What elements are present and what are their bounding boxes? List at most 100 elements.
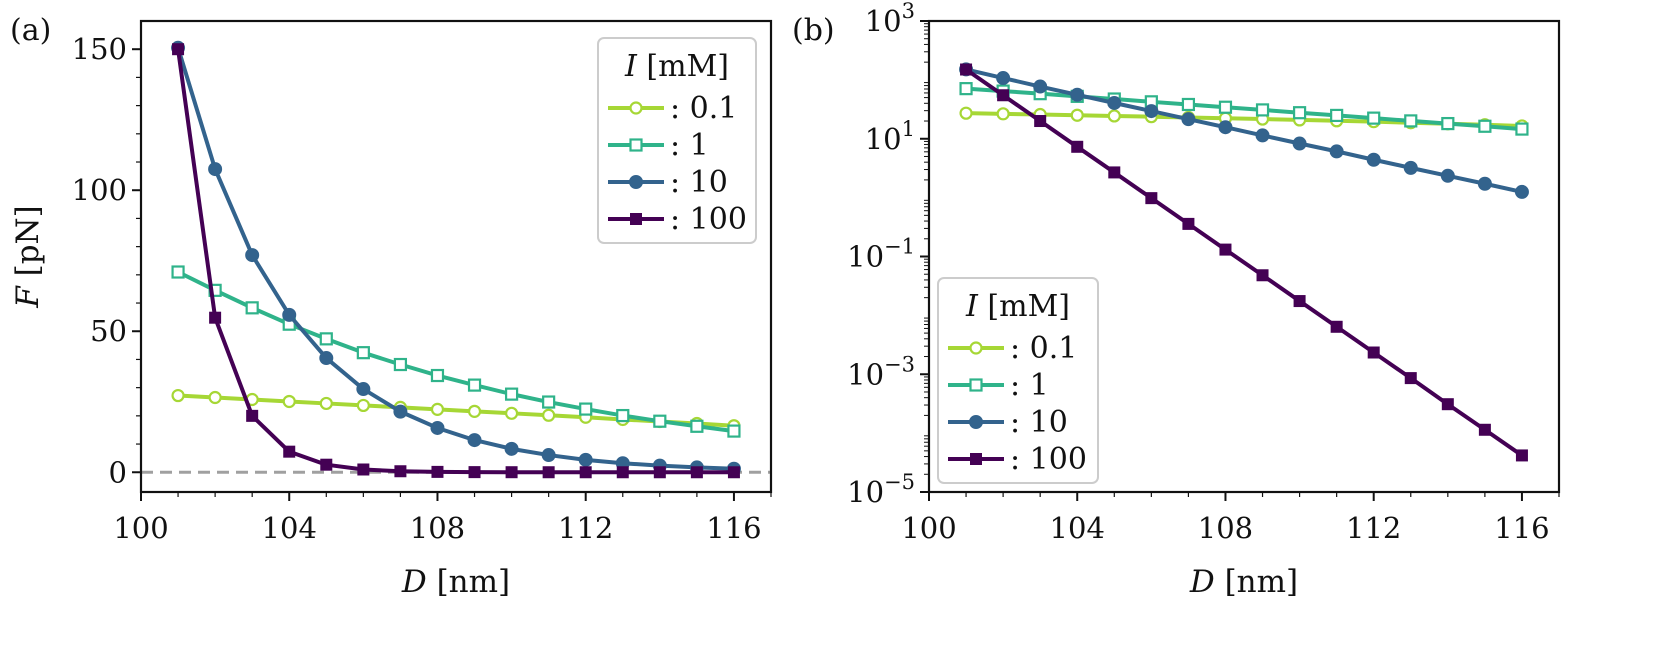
x-tick-label: 116 <box>1494 511 1549 545</box>
data-point <box>319 396 333 411</box>
data-point <box>653 414 667 428</box>
data-point <box>282 394 296 409</box>
data-point <box>1145 192 1158 205</box>
data-point <box>171 265 185 279</box>
legend-swatch-marker <box>969 415 983 429</box>
data-point <box>208 162 223 177</box>
data-point <box>1366 152 1381 167</box>
data-point <box>1367 346 1380 359</box>
legend-label: : 100 <box>1010 442 1087 477</box>
series-line <box>176 45 736 471</box>
data-point <box>1181 97 1196 112</box>
data-point <box>357 463 370 476</box>
data-point <box>1182 217 1195 230</box>
legend: I [mM]: 0.1: 1: 10: 100 <box>597 37 757 244</box>
data-point <box>1514 184 1529 199</box>
data-point <box>1181 112 1196 127</box>
data-point <box>430 368 445 383</box>
data-point <box>1070 108 1084 122</box>
legend-item: : 1 <box>608 128 709 163</box>
data-point <box>542 395 556 409</box>
legend-box <box>937 277 1099 484</box>
data-point <box>578 452 593 467</box>
data-point <box>1441 116 1455 131</box>
data-point <box>542 466 555 479</box>
legend-item: : 10 <box>948 405 1068 440</box>
data-point <box>1070 87 1085 102</box>
data-point <box>1034 115 1047 128</box>
data-point <box>504 406 519 420</box>
data-point <box>319 351 334 366</box>
data-point <box>468 466 481 479</box>
legend-item: : 0.1 <box>608 91 737 126</box>
x-tick-label: 108 <box>410 511 465 545</box>
data-point <box>356 346 370 360</box>
legend-label: : 0.1 <box>1010 331 1077 366</box>
legend-swatch-marker <box>969 378 983 392</box>
data-point <box>997 89 1010 102</box>
data-point <box>282 307 297 322</box>
data-point <box>727 466 740 479</box>
legend-swatch-marker <box>629 138 643 152</box>
data-point <box>245 301 259 315</box>
data-point <box>1440 168 1455 183</box>
data-point <box>1477 176 1492 191</box>
data-point <box>1218 100 1233 114</box>
series-line <box>964 67 1524 458</box>
legend-label: : 10 <box>670 165 728 200</box>
legend-item: : 10 <box>608 165 728 200</box>
data-point <box>1330 320 1343 333</box>
x-tick-label: 100 <box>113 511 168 545</box>
series-3 <box>959 62 1529 199</box>
legend-label: : 0.1 <box>670 91 737 126</box>
panel-b: 100 104 108 112 116 10−5 10−3 10−1 101 103 D [nm] (… <box>792 0 1561 600</box>
series-line <box>964 86 1524 132</box>
data-point <box>959 82 973 96</box>
data-point <box>467 378 482 392</box>
data-point <box>1107 109 1121 123</box>
data-point <box>504 387 519 401</box>
x-tick-label: 104 <box>262 511 317 545</box>
data-point <box>996 71 1011 86</box>
x-tick-label: 116 <box>706 511 761 545</box>
data-point <box>579 466 592 479</box>
data-point <box>1330 108 1344 123</box>
data-point <box>245 248 260 263</box>
x-tick-label: 112 <box>1346 511 1401 545</box>
legend-swatch-marker <box>630 213 642 225</box>
legend: I [mM]: 0.1: 1: 10: 100 <box>937 277 1099 484</box>
data-point <box>1071 140 1084 153</box>
data-point <box>1329 144 1344 159</box>
data-point <box>1219 243 1232 256</box>
data-point <box>172 43 185 56</box>
data-point <box>1218 120 1233 135</box>
data-point <box>1404 372 1417 385</box>
data-point <box>727 424 741 438</box>
series-line <box>176 393 736 428</box>
data-point <box>1515 122 1529 136</box>
y-tick-label: 101 <box>865 117 915 156</box>
data-point <box>431 465 444 478</box>
data-point <box>541 448 556 463</box>
data-point <box>504 441 519 456</box>
legend-swatch-marker <box>629 175 643 189</box>
x-tick-label: 100 <box>901 511 956 545</box>
data-point <box>579 402 593 416</box>
series-line <box>176 47 736 475</box>
y-tick-label: 0 <box>109 455 127 489</box>
y-tick-label: 10−1 <box>847 235 915 274</box>
legend-swatch-marker <box>969 341 983 355</box>
data-point <box>283 445 296 458</box>
legend-label: : 100 <box>670 202 747 237</box>
series-4 <box>960 63 1528 462</box>
data-point <box>959 106 973 120</box>
legend-label: : 1 <box>1010 368 1049 403</box>
data-point <box>1478 423 1491 436</box>
legend-item: : 1 <box>948 368 1049 403</box>
data-point <box>542 408 556 422</box>
series-4 <box>172 43 740 479</box>
data-point <box>690 466 703 479</box>
legend-label: : 10 <box>1010 405 1068 440</box>
y-tick-label: 50 <box>90 314 127 348</box>
